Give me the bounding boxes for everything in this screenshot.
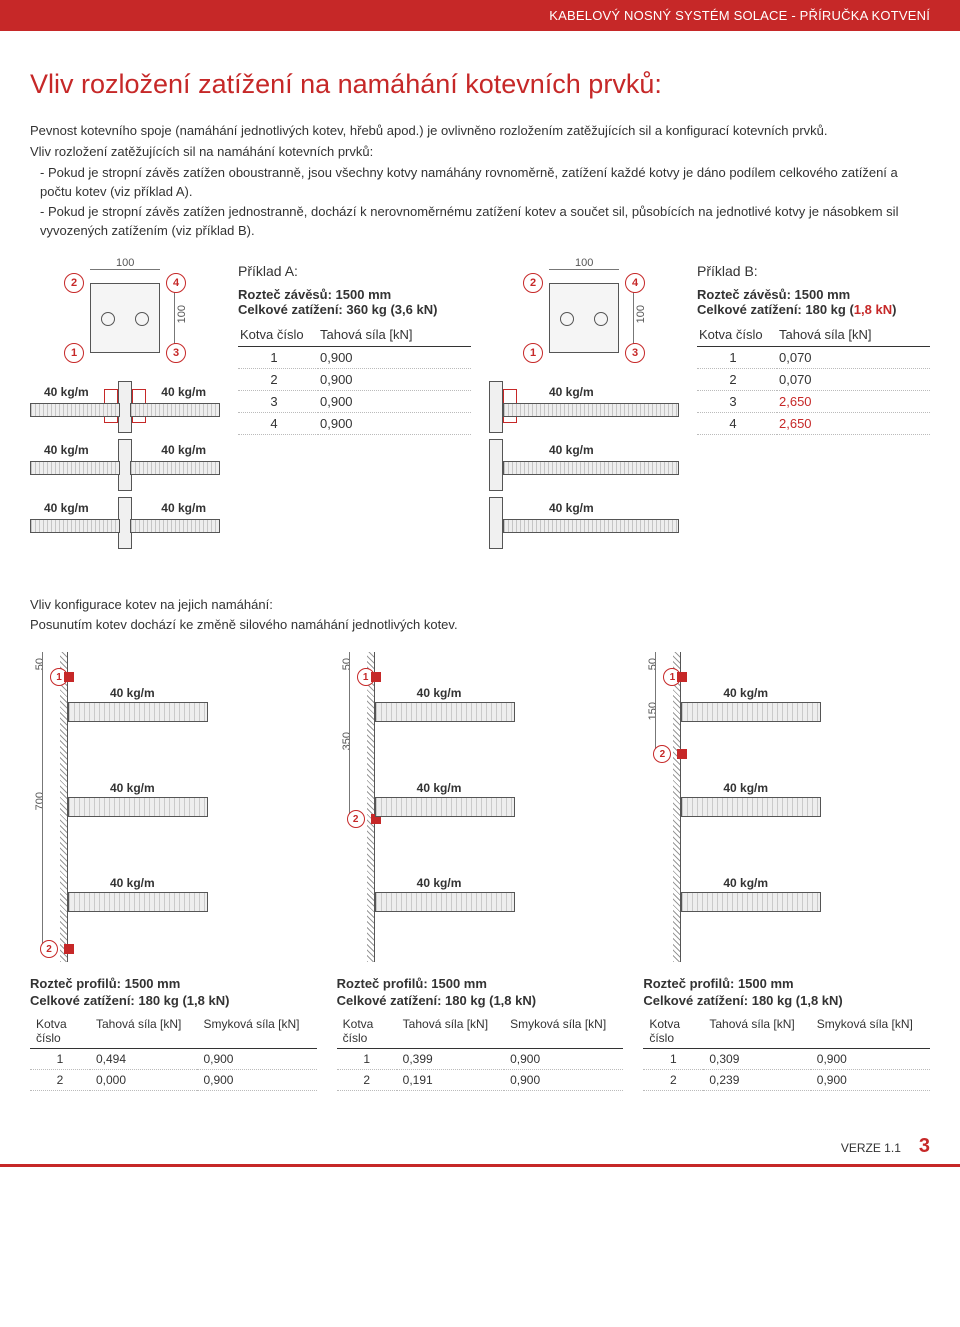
page-number: 3 (919, 1135, 930, 1158)
intro-li2: - Pokud je stropní závěs zatížen jednost… (30, 203, 930, 241)
example-a-title: Příklad A: (238, 263, 471, 279)
intro-li1: - Pokud je stropní závěs zatížen oboustr… (30, 164, 930, 202)
config-3: 50 150 1 2 40 kg/m 40 kg/m 40 kg/m Rozte… (643, 652, 930, 1091)
page-content: Vliv rozložení zatížení na namáhání kote… (0, 31, 960, 1101)
dim-v-a: 100 (176, 305, 188, 323)
header-bar: KABELOVÝ NOSNÝ SYSTÉM SOLACE - PŘÍRUČKA … (0, 0, 960, 31)
spacing-a: Rozteč závěsů: 1500 mm (238, 287, 471, 302)
total-load-a: Celkové zatížení: 360 kg (3,6 kN) (238, 302, 471, 317)
wall-icon (60, 652, 68, 962)
config-3-specs: Rozteč profilů: 1500 mm Celkové zatížení… (643, 976, 930, 1091)
section-configs: 50 700 1 2 40 kg/m 40 kg/m 40 kg/m Rozte… (30, 652, 930, 1091)
section2-intro: Vliv konfigurace kotev na jejich namáhán… (30, 595, 930, 634)
intro-p1: Pevnost kotevního spoje (namáhání jednot… (30, 122, 930, 141)
diagram-b: 100 100 2 4 1 3 40 kg/m 40 kg/m (489, 263, 679, 555)
example-b-title: Příklad B: (697, 263, 930, 279)
col-force: Tahová síla [kN] (318, 323, 471, 347)
anchor-plate-b: 100 100 2 4 1 3 (499, 263, 669, 373)
tray-row: 40 kg/m 40 kg/m (30, 381, 220, 433)
tray-row: 40 kg/m 40 kg/m (30, 439, 220, 491)
footer: VERZE 1.1 3 (0, 1135, 960, 1167)
config-diagram-2: 50 350 1 2 40 kg/m 40 kg/m 40 kg/m (337, 652, 624, 962)
config-1: 50 700 1 2 40 kg/m 40 kg/m 40 kg/m Rozte… (30, 652, 317, 1091)
anchor-plate-a: 100 100 2 4 1 3 (40, 263, 210, 373)
anchor-1: 1 (64, 343, 84, 363)
config-2: 50 350 1 2 40 kg/m 40 kg/m 40 kg/m Rozte… (337, 652, 624, 1091)
config-2-table: Kotva číslo Tahová síla [kN] Smyková síl… (337, 1014, 624, 1091)
config-1-specs: Rozteč profilů: 1500 mm Celkové zatížení… (30, 976, 317, 1091)
load-label: 40 kg/m (161, 385, 206, 399)
section-examples: 100 100 2 4 1 3 40 kg/m 40 kg/m (30, 263, 930, 555)
total-load-b: Celkové zatížení: 180 kg (1,8 kN) (697, 302, 930, 317)
tray-icon (30, 403, 120, 417)
intro-p2: Vliv rozložení zatěžujících sil na namáh… (30, 143, 930, 162)
force-table-a: Kotva číslo Tahová síla [kN] 10,900 20,9… (238, 323, 471, 435)
config-1-table: Kotva číslo Tahová síla [kN] Smyková síl… (30, 1014, 317, 1091)
config-diagram-3: 50 150 1 2 40 kg/m 40 kg/m 40 kg/m (643, 652, 930, 962)
example-b-data: Příklad B: Rozteč závěsů: 1500 mm Celkov… (697, 263, 930, 555)
anchor-3: 3 (166, 343, 186, 363)
dim-h-a: 100 (116, 257, 134, 269)
page-title: Vliv rozložení zatížení na namáhání kote… (30, 69, 930, 100)
header-title: KABELOVÝ NOSNÝ SYSTÉM SOLACE - PŘÍRUČKA … (549, 8, 930, 23)
config-diagram-1: 50 700 1 2 40 kg/m 40 kg/m 40 kg/m (30, 652, 317, 962)
tray-row: 40 kg/m 40 kg/m (30, 497, 220, 549)
intro-block: Pevnost kotevního spoje (namáhání jednot… (30, 122, 930, 241)
tray-stack-a: 40 kg/m 40 kg/m 40 kg/m 40 kg/m 40 kg/m … (30, 381, 220, 549)
anchor-2: 2 (64, 273, 84, 293)
anchor-marker: 2 (40, 940, 58, 958)
force-table-b: Kotva číslo Tahová síla [kN] 10,070 20,0… (697, 323, 930, 435)
load-label: 40 kg/m (44, 385, 89, 399)
example-a-data: Příklad A: Rozteč závěsů: 1500 mm Celkov… (238, 263, 471, 555)
spacing-b: Rozteč závěsů: 1500 mm (697, 287, 930, 302)
diagram-a: 100 100 2 4 1 3 40 kg/m 40 kg/m (30, 263, 220, 555)
tray-stack-b: 40 kg/m 40 kg/m 40 kg/m (489, 381, 679, 549)
col-anchor: Kotva číslo (238, 323, 318, 347)
tray-icon (130, 403, 220, 417)
config-3-table: Kotva číslo Tahová síla [kN] Smyková síl… (643, 1014, 930, 1091)
anchor-4: 4 (166, 273, 186, 293)
config-2-specs: Rozteč profilů: 1500 mm Celkové zatížení… (337, 976, 624, 1091)
version-label: VERZE 1.1 (841, 1141, 901, 1155)
